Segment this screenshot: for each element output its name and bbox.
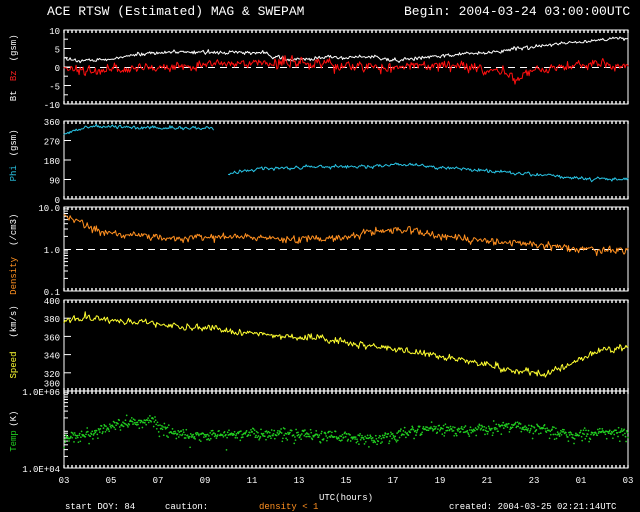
svg-text:400: 400 — [44, 297, 60, 307]
svg-text:-5: -5 — [49, 83, 60, 93]
svg-text:10: 10 — [49, 27, 60, 37]
svg-text:1.0: 1.0 — [44, 246, 60, 256]
svg-text:start DOY: 84: start DOY: 84 — [65, 502, 135, 512]
svg-text:19: 19 — [435, 476, 446, 486]
svg-text:Phi: Phi — [9, 165, 19, 181]
svg-text:340: 340 — [44, 352, 60, 362]
svg-text:Bz: Bz — [9, 70, 19, 81]
svg-text:-10: -10 — [44, 101, 60, 111]
svg-text:21: 21 — [482, 476, 493, 486]
svg-text:Temp: Temp — [9, 430, 19, 452]
svg-text:10.0: 10.0 — [38, 204, 60, 214]
svg-text:90: 90 — [49, 177, 60, 187]
svg-text:ACE RTSW (Estimated) MAG & SWE: ACE RTSW (Estimated) MAG & SWEPAM — [47, 4, 304, 19]
svg-text:07: 07 — [153, 476, 164, 486]
svg-text:(gsm): (gsm) — [9, 34, 19, 61]
svg-text:(/cm3): (/cm3) — [9, 214, 19, 246]
svg-text:270: 270 — [44, 138, 60, 148]
svg-text:density < 1: density < 1 — [259, 502, 318, 512]
svg-text:(K): (K) — [9, 411, 19, 427]
svg-text:caution:: caution: — [165, 502, 208, 512]
svg-text:1.0E+06: 1.0E+06 — [22, 388, 60, 398]
svg-text:Speed: Speed — [9, 352, 19, 379]
svg-text:360: 360 — [44, 118, 60, 128]
svg-text:UTC(hours): UTC(hours) — [319, 493, 373, 503]
svg-text:0: 0 — [55, 64, 60, 74]
svg-text:360: 360 — [44, 333, 60, 343]
svg-text:13: 13 — [294, 476, 305, 486]
svg-text:Begin: 2004-03-24 03:00:00UTC: Begin: 2004-03-24 03:00:00UTC — [404, 4, 630, 19]
svg-text:180: 180 — [44, 157, 60, 167]
svg-text:380: 380 — [44, 315, 60, 325]
svg-text:created: 2004-03-25 02:21:14UT: created: 2004-03-25 02:21:14UTC — [449, 502, 617, 512]
svg-text:11: 11 — [247, 476, 258, 486]
svg-text:320: 320 — [44, 370, 60, 380]
svg-text:(km/s): (km/s) — [9, 305, 19, 337]
svg-text:1.0E+04: 1.0E+04 — [22, 465, 60, 475]
svg-text:23: 23 — [529, 476, 540, 486]
svg-text:17: 17 — [388, 476, 399, 486]
svg-text:03: 03 — [59, 476, 70, 486]
svg-text:09: 09 — [200, 476, 211, 486]
svg-text:03: 03 — [623, 476, 634, 486]
svg-text:(gsm): (gsm) — [9, 129, 19, 156]
svg-text:01: 01 — [576, 476, 587, 486]
svg-text:Bt: Bt — [9, 90, 19, 101]
svg-text:5: 5 — [55, 46, 60, 56]
svg-text:15: 15 — [341, 476, 352, 486]
svg-text:Density: Density — [9, 256, 19, 294]
svg-text:05: 05 — [106, 476, 117, 486]
